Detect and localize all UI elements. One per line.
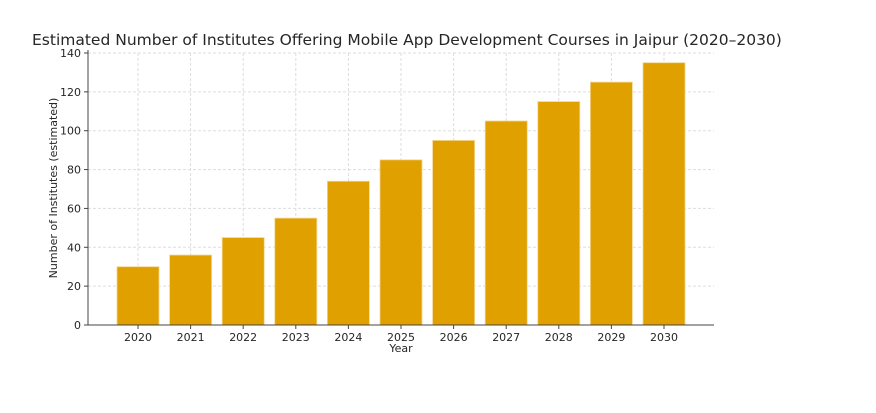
y-tick-label: 60 <box>67 202 81 215</box>
bar-2029 <box>590 81 633 326</box>
x-tick-label: 2021 <box>177 331 205 344</box>
x-tick-label: 2020 <box>124 331 152 344</box>
chart-title: Estimated Number of Institutes Offering … <box>32 31 782 49</box>
x-axis-label: Year <box>388 342 413 355</box>
bar-2026 <box>432 140 476 326</box>
x-tick-label: 2022 <box>229 331 257 344</box>
bar-2021 <box>169 254 213 326</box>
y-axis-label: Number of Institutes (estimated) <box>47 98 60 279</box>
y-tick-label: 80 <box>67 164 81 177</box>
x-tick-label: 2028 <box>545 331 573 344</box>
bar-2025 <box>379 159 423 326</box>
bar-2030 <box>642 62 686 326</box>
y-tick-label: 0 <box>74 319 81 332</box>
y-axis-ticks: 0 20 40 60 80 100 120 140 <box>60 47 88 332</box>
y-tick-label: 40 <box>67 241 81 254</box>
y-tick-label: 20 <box>67 280 81 293</box>
bar-2022 <box>221 237 265 326</box>
x-tick-label: 2029 <box>597 331 625 344</box>
x-tick-label: 2024 <box>334 331 362 344</box>
x-tick-label: 2025 <box>387 331 415 344</box>
bar-2023 <box>274 217 318 326</box>
x-tick-label: 2026 <box>440 331 468 344</box>
y-tick-label: 100 <box>60 125 81 138</box>
bar-2028 <box>537 101 581 326</box>
y-tick-label: 120 <box>60 86 81 99</box>
x-tick-label: 2023 <box>282 331 310 344</box>
bars <box>116 62 686 326</box>
bar-2027 <box>484 120 528 326</box>
x-tick-label: 2027 <box>492 331 520 344</box>
bar-2024 <box>326 180 370 326</box>
x-tick-label: 2030 <box>650 331 678 344</box>
x-axis-ticks: 2020 2021 2022 2023 2024 2025 2026 2027 2028 2029… <box>124 325 678 344</box>
y-tick-label: 140 <box>60 47 81 60</box>
bar-2020 <box>116 266 160 326</box>
